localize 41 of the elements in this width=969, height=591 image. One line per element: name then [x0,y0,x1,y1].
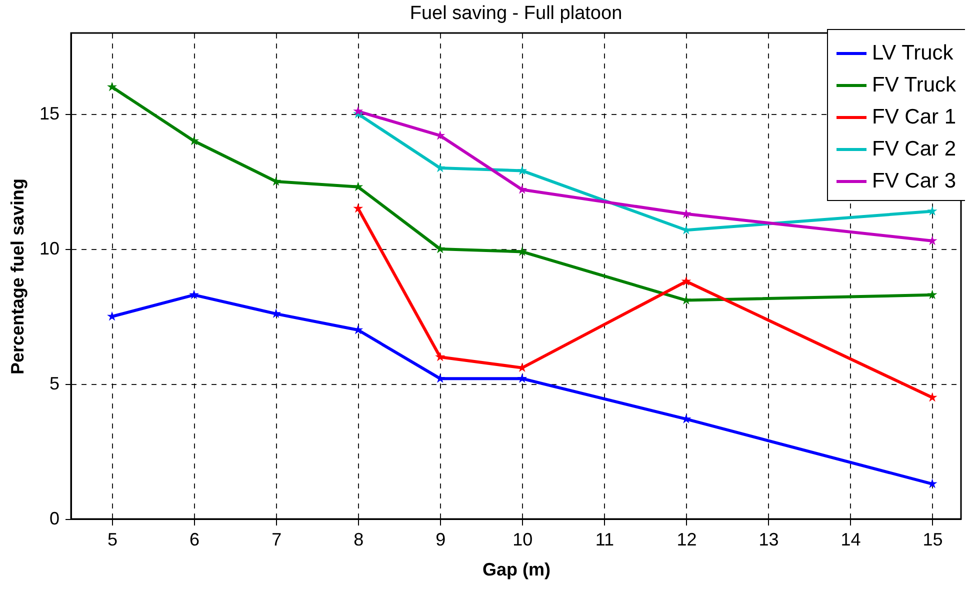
x-tick-label: 5 [108,530,118,550]
point [517,165,528,175]
legend-label: FV Car 3 [872,170,956,192]
point [517,373,528,383]
x-tick-label: 12 [676,530,697,550]
chart-title: Fuel saving - Full platoon [410,3,622,24]
point [435,162,446,172]
legend-label: LV Truck [872,42,954,64]
point [517,184,528,194]
x-tick-label: 6 [190,530,200,550]
point [435,373,446,383]
point [353,203,364,213]
x-axis-title: Gap (m) [482,560,551,580]
x-tick-label: 7 [272,530,282,550]
x-tick-label: 9 [436,530,446,550]
legend-label: FV Truck [872,74,957,96]
legend-label: FV Car 1 [872,106,956,128]
legend-label: FV Car 2 [872,138,956,160]
point [435,244,446,254]
x-tick-label: 14 [840,530,861,550]
y-axis-title: Percentage fuel saving [7,178,28,375]
point [189,290,200,300]
x-tick-label: 8 [354,530,364,550]
y-tick-label: 10 [39,238,60,258]
point [189,136,200,146]
x-tick-label: 10 [512,530,533,550]
y-tick-label: 15 [39,104,60,124]
point [107,82,117,92]
point [927,206,938,216]
y-tick-label: 0 [49,508,60,528]
point [927,290,938,300]
x-tick-label: 13 [758,530,779,550]
point [681,276,692,286]
point [353,182,364,192]
x-tick-label: 11 [595,530,614,550]
point [435,352,446,362]
y-tick-label: 5 [49,374,60,394]
point [353,106,364,116]
x-tick-label: 15 [922,530,943,550]
point [107,311,117,321]
point [517,246,528,256]
